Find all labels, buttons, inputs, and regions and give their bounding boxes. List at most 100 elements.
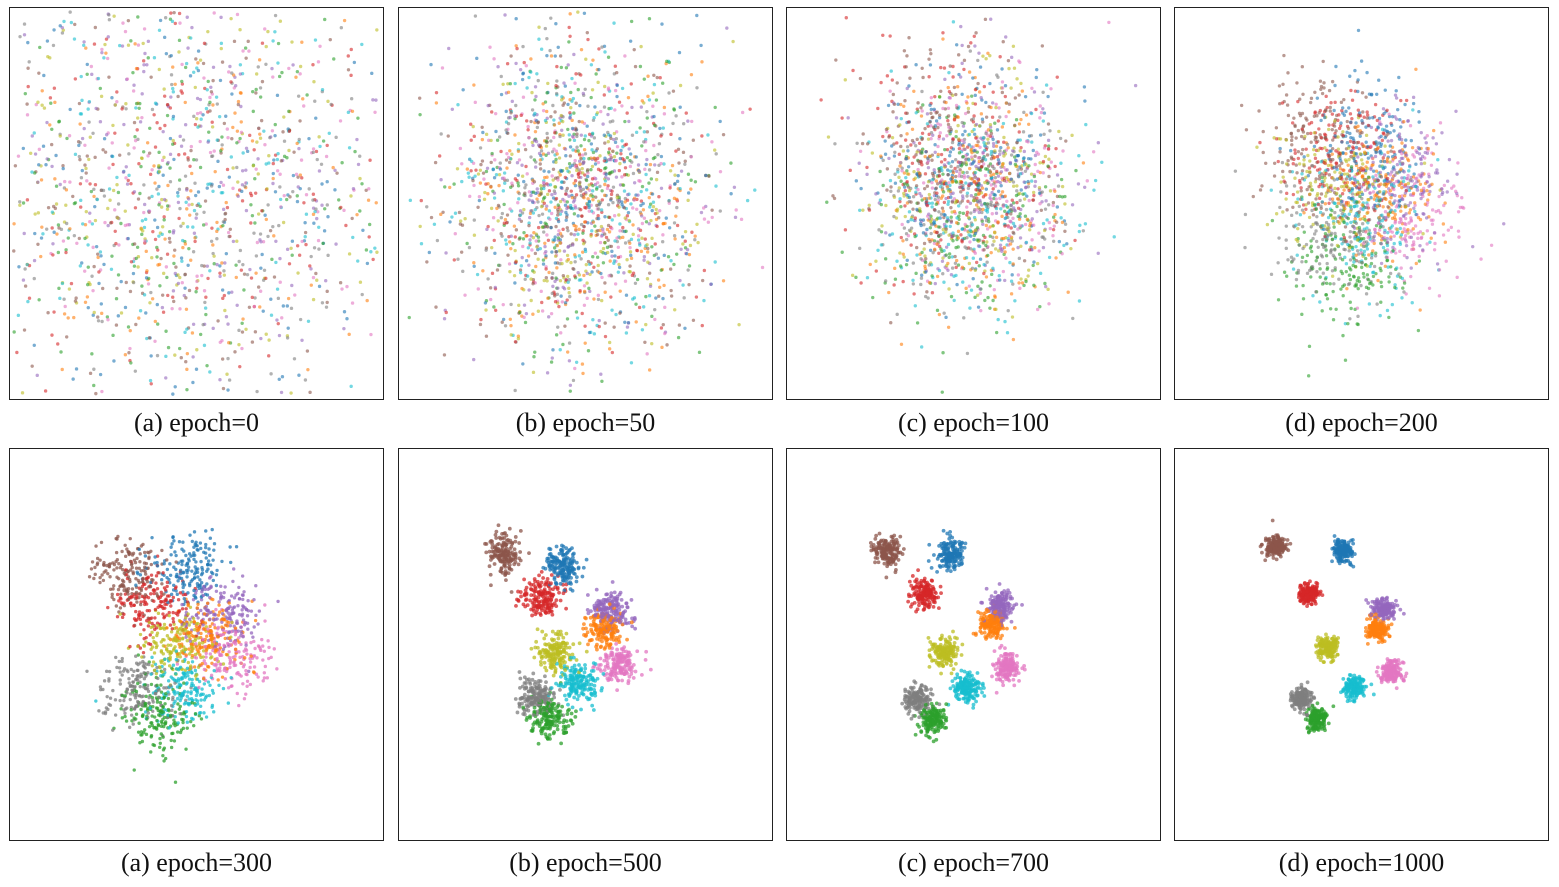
scatter-point xyxy=(194,158,199,162)
scatter-point xyxy=(617,265,622,270)
scatter-point xyxy=(271,75,275,79)
scatter-point xyxy=(440,66,445,70)
scatter-point xyxy=(579,157,584,161)
scatter-point xyxy=(620,104,624,108)
scatter-point xyxy=(472,218,476,222)
scatter-point xyxy=(132,190,137,194)
scatter-point xyxy=(615,195,619,200)
scatter-point xyxy=(565,253,570,258)
scatter-point xyxy=(607,274,611,278)
scatter-point xyxy=(582,303,587,307)
scatter-point xyxy=(72,37,77,41)
scatter-point xyxy=(223,211,228,216)
scatter-point xyxy=(528,211,533,216)
scatter-point xyxy=(504,158,509,162)
scatter-point xyxy=(1008,219,1012,223)
scatter-point xyxy=(65,335,69,339)
scatter-point xyxy=(419,242,424,246)
scatter-point xyxy=(102,194,107,198)
scatter-point xyxy=(582,156,586,161)
scatter-point xyxy=(91,288,95,293)
scatter-point xyxy=(549,360,554,364)
scatter-point xyxy=(669,132,673,137)
scatter-point xyxy=(183,272,187,277)
scatter-point xyxy=(596,216,601,221)
scatter-point xyxy=(543,26,548,31)
scatter-point xyxy=(475,272,480,277)
scatter-point xyxy=(577,159,582,163)
scatter-point xyxy=(631,223,635,227)
scatter-point xyxy=(541,225,545,229)
scatter-point xyxy=(599,234,604,238)
scatter-point xyxy=(673,182,677,186)
scatter-point xyxy=(274,239,278,243)
scatter-point xyxy=(1070,203,1075,207)
scatter-point xyxy=(211,243,215,247)
scatter-point xyxy=(939,238,943,242)
scatter-point xyxy=(928,103,932,107)
scatter-point xyxy=(909,218,913,222)
scatter-point xyxy=(1047,174,1051,179)
scatter-point xyxy=(211,326,215,331)
scatter-point xyxy=(892,154,897,158)
scatter-point xyxy=(662,105,667,110)
scatter-point xyxy=(592,136,597,140)
scatter-point xyxy=(660,345,664,350)
scatter-point xyxy=(318,44,322,48)
scatter-point xyxy=(321,241,325,246)
scatter-point xyxy=(590,177,595,181)
scatter-point xyxy=(181,221,185,226)
scatter-point xyxy=(95,197,100,202)
scatter-point xyxy=(973,102,978,106)
scatter-point xyxy=(528,215,532,220)
scatter-point xyxy=(88,182,92,186)
scatter-point xyxy=(551,196,556,200)
scatter-point xyxy=(965,351,970,356)
scatter-point xyxy=(956,245,960,249)
scatter-point xyxy=(966,95,970,99)
scatter-point xyxy=(489,160,493,165)
scatter-point xyxy=(884,127,889,132)
scatter-point xyxy=(201,61,206,66)
scatter-point xyxy=(944,315,948,320)
scatter-point xyxy=(609,295,613,299)
scatter-point xyxy=(574,101,578,105)
scatter-point xyxy=(1413,224,1418,228)
scatter-point xyxy=(196,49,201,53)
scatter-point xyxy=(902,191,906,196)
scatter-point xyxy=(966,110,971,114)
scatter-point xyxy=(1027,164,1031,168)
scatter-point xyxy=(302,201,306,205)
scatter-point xyxy=(190,331,195,335)
scatter-point xyxy=(950,266,955,270)
scatter-point xyxy=(1331,318,1336,322)
scatter-point xyxy=(1427,172,1431,176)
scatter-point xyxy=(231,186,235,191)
scatter-point xyxy=(171,138,175,143)
scatter-point xyxy=(568,116,572,120)
scatter-point xyxy=(176,190,180,195)
scatter-point xyxy=(531,281,535,286)
scatter-point xyxy=(527,263,531,267)
scatter-point xyxy=(915,253,919,257)
scatter-point xyxy=(100,311,104,316)
scatter-point xyxy=(646,94,650,99)
scatter-point xyxy=(644,220,649,224)
scatter-point xyxy=(1032,193,1036,198)
scatter-point xyxy=(1024,113,1029,117)
scatter-point xyxy=(553,54,557,58)
scatter-point xyxy=(1053,212,1057,217)
scatter-point xyxy=(553,235,557,239)
scatter-point xyxy=(665,343,669,347)
scatter-point xyxy=(1041,245,1046,250)
scatter-point xyxy=(686,191,691,195)
scatter-point xyxy=(160,232,164,237)
scatter-point xyxy=(1000,195,1005,199)
scatter-point xyxy=(904,237,909,242)
scatter-point xyxy=(960,227,964,231)
scatter-point xyxy=(846,116,850,120)
scatter-point xyxy=(134,101,139,106)
scatter-point xyxy=(948,154,952,158)
scatter-point xyxy=(940,390,944,394)
scatter-point xyxy=(273,122,277,127)
